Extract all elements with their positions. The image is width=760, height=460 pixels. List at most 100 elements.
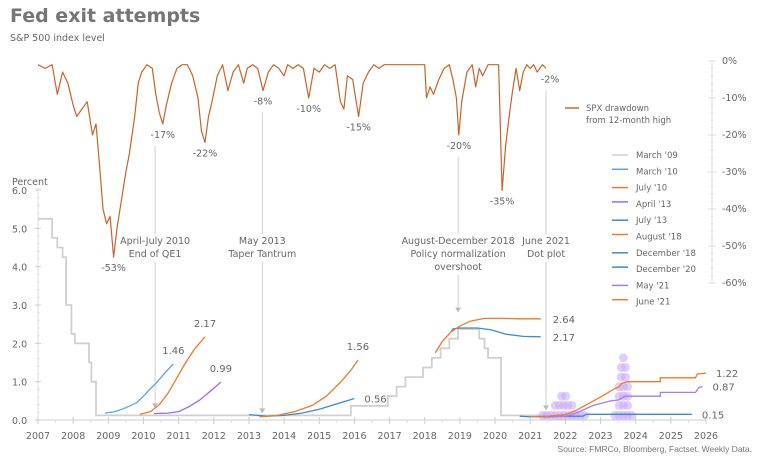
drawdown-annotation: -10% — [296, 104, 321, 115]
rate-x-tick-label: 2019 — [448, 431, 472, 442]
fomc-dot — [567, 400, 577, 410]
rate-path-end-label: 0.99 — [210, 364, 232, 375]
drawdown-y-tick-label: -60% — [722, 278, 747, 289]
rate-x-tick-label: 2011 — [167, 431, 191, 442]
rate-y-axis-title: Percent — [12, 177, 48, 188]
rate-path-line — [530, 385, 703, 418]
legend-label: June '21 — [635, 298, 670, 308]
drawdown-y-tick-label: -20% — [722, 130, 747, 141]
rate-chart: Percent 0.0 1.0 2.0 3.0 4.0 5.0 6.0 2007 2008 2009… — [12, 177, 738, 442]
event-label: August-December 2018 — [402, 236, 515, 247]
event-arrow-icon — [152, 403, 159, 409]
drawdown-annotation: -53% — [101, 263, 126, 274]
event-label: End of QE1 — [129, 249, 182, 260]
event-label: May 2013 — [239, 236, 286, 247]
drawdown-y-tick-label: 0% — [722, 56, 737, 67]
legend-label: December '18 — [636, 249, 696, 259]
legend-label: March '10 — [636, 167, 678, 177]
page-title: Fed exit attempts — [10, 5, 200, 27]
rate-y-tick-label: 6.0 — [12, 186, 27, 197]
rate-path-line — [104, 363, 174, 414]
event-arrow-icon — [259, 408, 266, 414]
rate-path-line — [153, 381, 222, 415]
rate-path-end-label: 2.64 — [553, 315, 575, 326]
drawdown-y-tick-label: -10% — [722, 93, 747, 104]
rate-x-tick-label: 2020 — [483, 431, 507, 442]
event-label: Dot plot — [527, 249, 565, 260]
drawdown-annotation: -15% — [346, 123, 371, 134]
fomc-dot — [627, 410, 637, 420]
rate-path-line — [248, 397, 355, 417]
rate-x-tick-label: 2009 — [96, 431, 120, 442]
legend-label-spx: from 12-month high — [586, 116, 671, 126]
rate-x-tick-label: 2007 — [26, 431, 50, 442]
rate-x-tick-label: 2026 — [694, 431, 718, 442]
rate-x-tick-label: 2025 — [659, 431, 683, 442]
drawdown-y-tick-label: -30% — [722, 167, 747, 178]
rate-y-tick-label: 5.0 — [12, 224, 27, 235]
rate-x-tick-label: 2017 — [377, 431, 401, 442]
legend-label: December '20 — [636, 265, 696, 275]
rate-y-tick-label: 4.0 — [12, 263, 27, 274]
drawdown-y-tick-label: -40% — [722, 204, 747, 215]
rate-path-end-label: 2.17 — [194, 319, 216, 330]
fomc-dot — [620, 372, 630, 382]
event-label: Policy normalization — [410, 249, 505, 260]
rate-path-end-label: 0.87 — [712, 383, 734, 394]
fomc-dot — [561, 391, 571, 401]
legend-label: July '10 — [635, 184, 667, 194]
rate-path-line — [530, 372, 707, 418]
rate-x-tick-label: 2013 — [237, 431, 261, 442]
rate-path-end-label: 0.15 — [702, 410, 724, 421]
legend-label-spx: SPX drawdown — [586, 104, 649, 114]
page-subtitle: S&P 500 index level — [10, 33, 105, 44]
legend-label: August '18 — [636, 233, 682, 243]
rate-y-tick-label: 1.0 — [12, 378, 27, 389]
drawdown-annotation: -8% — [254, 97, 273, 108]
rate-x-tick-label: 2018 — [413, 431, 437, 442]
rate-x-tick-label: 2024 — [624, 431, 648, 442]
fomc-dot — [623, 382, 633, 392]
fomc-dot — [618, 353, 628, 363]
rate-x-tick-label: 2022 — [553, 431, 577, 442]
rate-x-tick-label: 2010 — [131, 431, 155, 442]
fomc-dot — [623, 400, 633, 410]
drawdown-chart: 0% -10% -20% -30% -40% -50% -60% -53% -17% -22% -8… — [37, 56, 747, 289]
legend: March '09 March '10 July '10 April '13 July … — [612, 151, 696, 308]
legend-label: April '13 — [636, 200, 671, 210]
rate-path-end-label: 1.22 — [716, 369, 738, 380]
rate-path-end-label: 2.17 — [553, 333, 575, 344]
rate-y-tick-label: 2.0 — [12, 339, 27, 350]
spx-drawdown-line — [37, 64, 547, 258]
event-label: June 2021 — [521, 236, 570, 247]
source-note: Source: FMRCo, Bloomberg, Factset. Weekl… — [558, 444, 752, 454]
event-arrow-icon — [543, 405, 550, 411]
rate-path-end-label: 1.56 — [347, 342, 369, 353]
rate-x-tick-label: 2023 — [588, 431, 612, 442]
rate-y-tick-label: 3.0 — [12, 301, 27, 312]
fomc-dot — [620, 362, 630, 372]
rate-path-line — [434, 317, 541, 354]
event-arrow-icon — [455, 307, 462, 313]
rate-x-tick-label: 2015 — [307, 431, 331, 442]
rate-path-line — [450, 327, 541, 338]
drawdown-annotation: -20% — [447, 141, 472, 152]
event-label: overshoot — [434, 262, 482, 273]
rate-x-tick-label: 2021 — [518, 431, 542, 442]
rate-path-end-label: 0.56 — [364, 395, 386, 406]
legend-label: May '21 — [636, 281, 669, 291]
event-label: Taper Tantrum — [227, 249, 296, 260]
legend-label: July '13 — [635, 216, 667, 226]
rate-x-tick-label: 2012 — [202, 431, 226, 442]
event-label: April-July 2010 — [120, 236, 190, 247]
legend-label: March '09 — [636, 151, 678, 161]
rate-y-tick-label: 0.0 — [12, 416, 27, 427]
drawdown-annotation: -2% — [541, 74, 560, 85]
rate-path-line — [259, 359, 359, 418]
rate-x-tick-label: 2016 — [342, 431, 366, 442]
drawdown-annotation: -22% — [193, 148, 218, 159]
drawdown-annotation: -17% — [151, 130, 176, 141]
rate-x-tick-label: 2008 — [61, 431, 85, 442]
drawdown-y-tick-label: -50% — [722, 241, 747, 252]
